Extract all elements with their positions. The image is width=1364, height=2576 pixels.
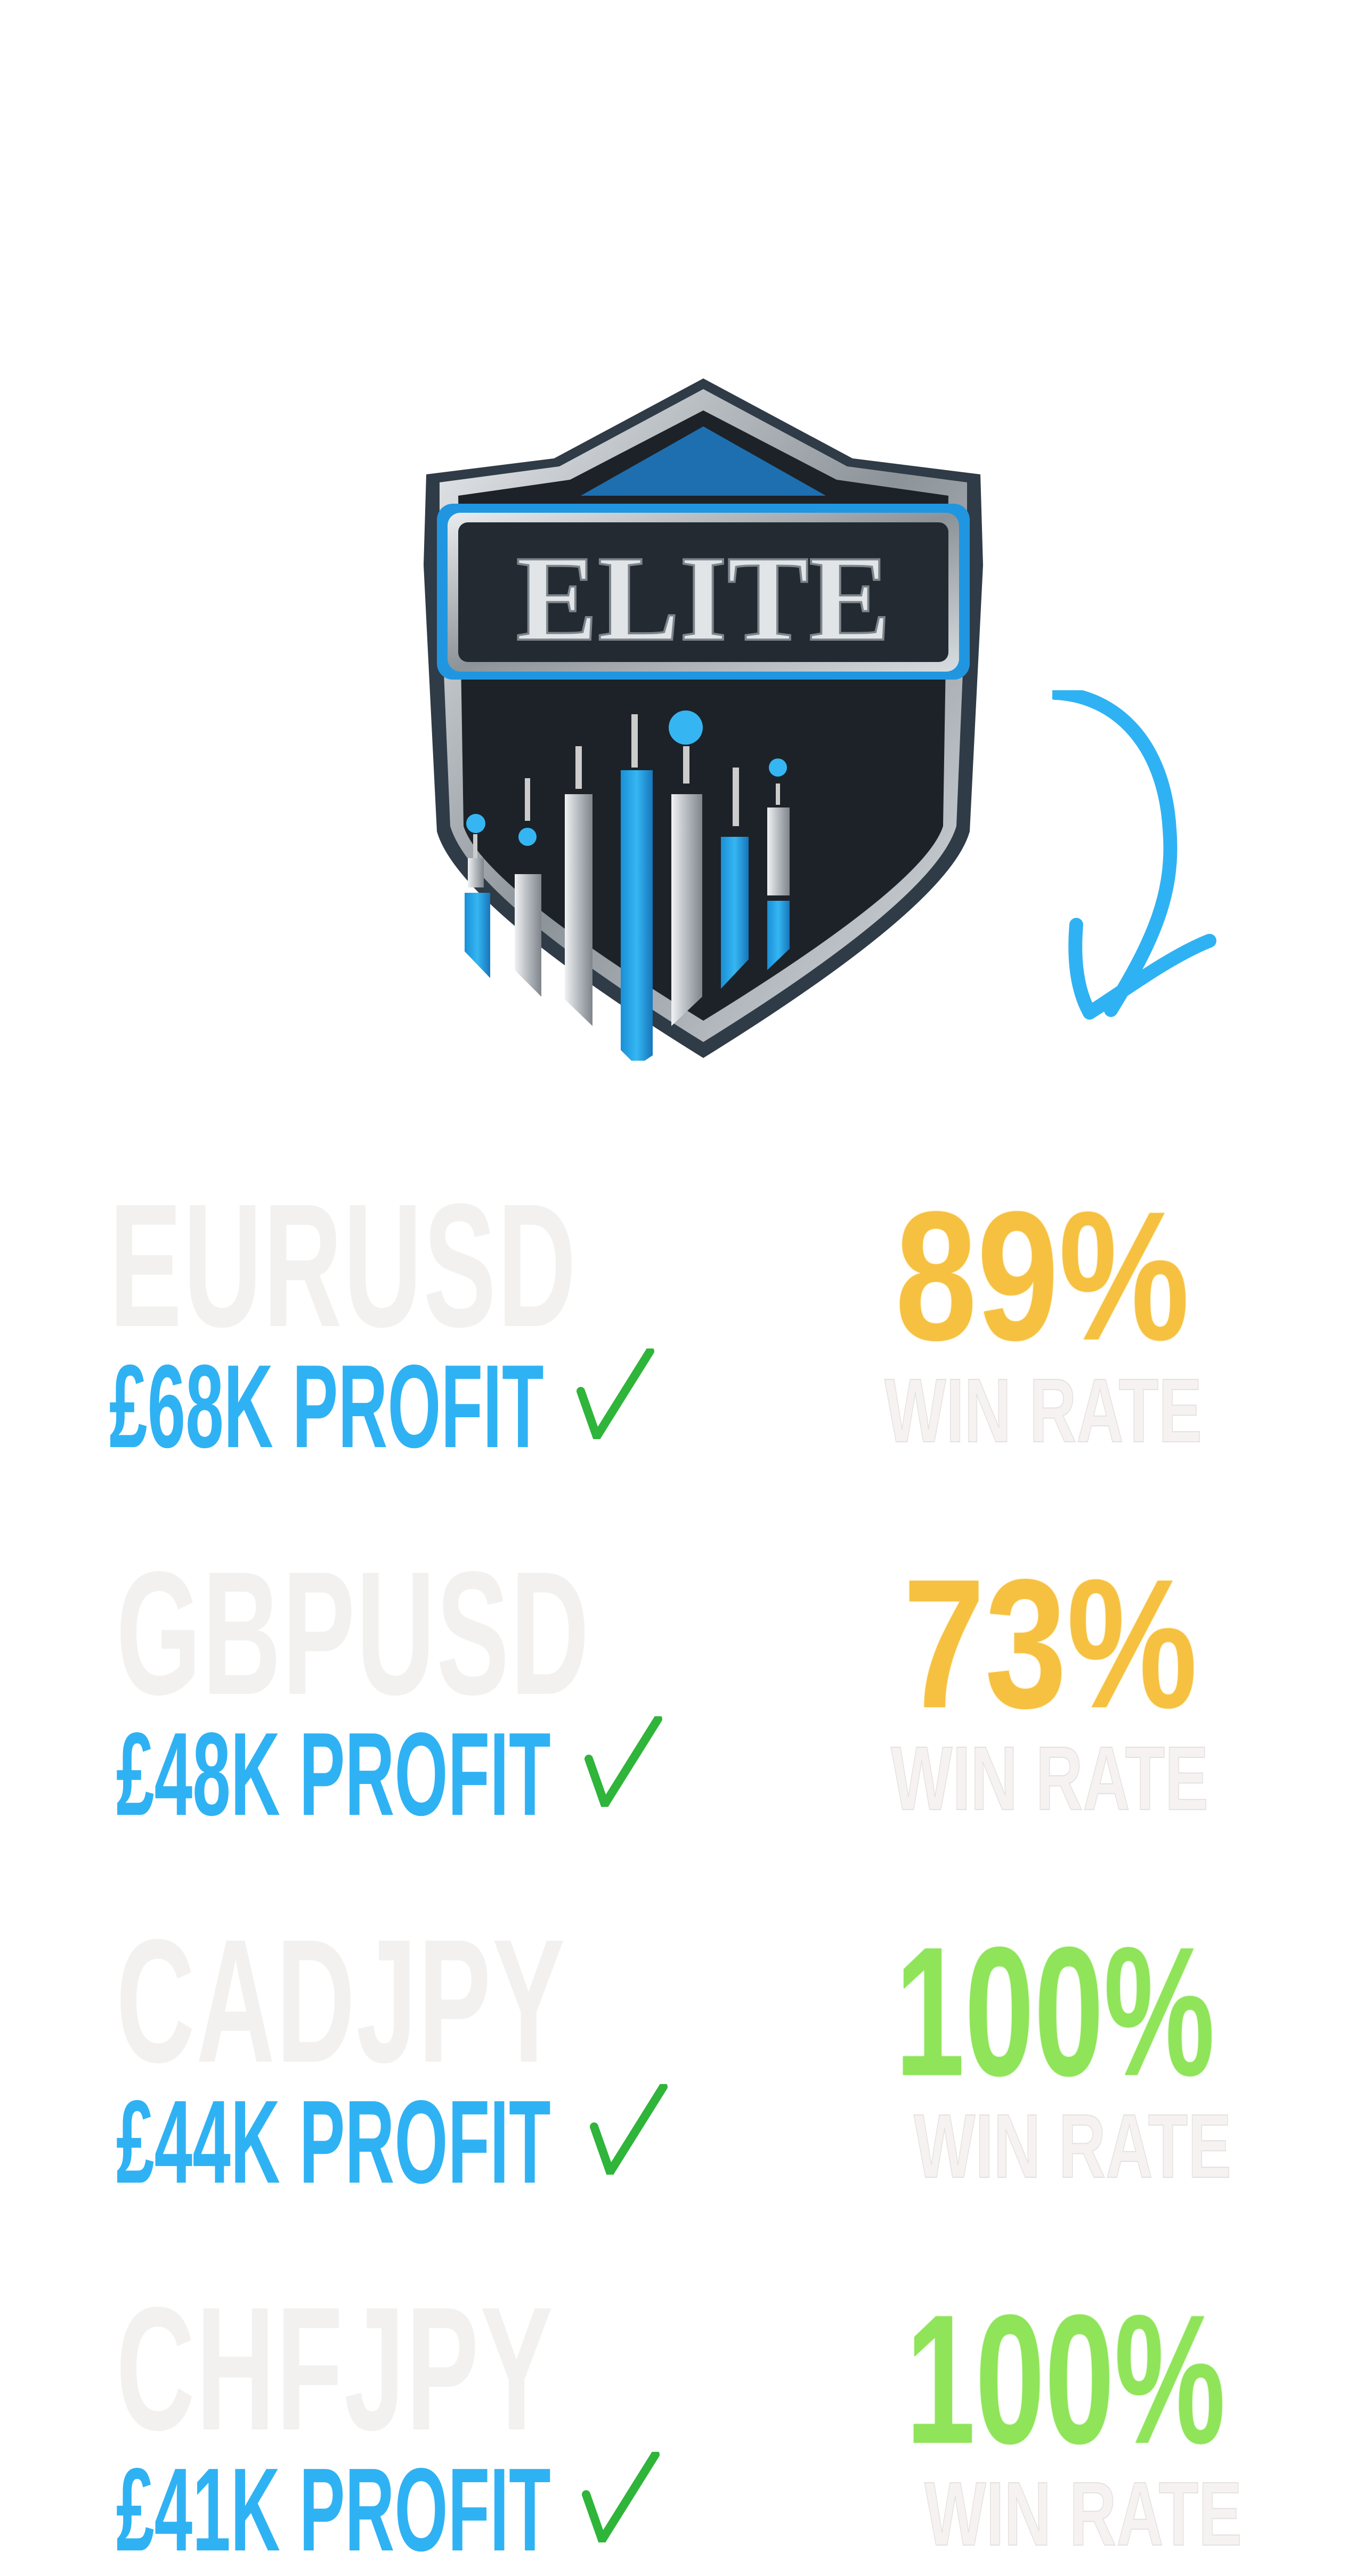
profit-amount: £48K PROFIT: [116, 1708, 551, 1840]
win-rate-value: 100%: [895, 1909, 1215, 2114]
profit-amount: £44K PROFIT: [116, 2076, 551, 2208]
candlestick-icon: [465, 710, 790, 1061]
checkmark-icon: [582, 2452, 660, 2542]
arrow-down-icon: [1052, 690, 1216, 1020]
pair-name: EURUSD: [109, 1167, 578, 1363]
checkmark-icon: [584, 1716, 662, 1807]
profit-amount: £68K PROFIT: [109, 1341, 544, 1473]
logo-text: ELITE: [516, 530, 890, 666]
pair-name: CHFJPY: [116, 2270, 555, 2467]
pair-name: GBPUSD: [116, 1535, 591, 1731]
win-rate-value: 73%: [903, 1541, 1198, 1747]
profit-amount: £41K PROFIT: [116, 2444, 551, 2576]
win-rate-value: 89%: [895, 1174, 1190, 1379]
win-rate-label: WIN RATE: [890, 1728, 1209, 1829]
win-rate-value: 100%: [906, 2277, 1226, 2482]
checkmark-icon: [590, 2084, 668, 2175]
pair-name: CADJPY: [116, 1902, 566, 2099]
elite-shield-logo: ELITE: [424, 378, 983, 1061]
win-rate-label: WIN RATE: [884, 1360, 1203, 1461]
win-rate-label: WIN RATE: [924, 2464, 1243, 2565]
win-rate-label: WIN RATE: [913, 2096, 1232, 2197]
checkmark-icon: [577, 1348, 654, 1439]
